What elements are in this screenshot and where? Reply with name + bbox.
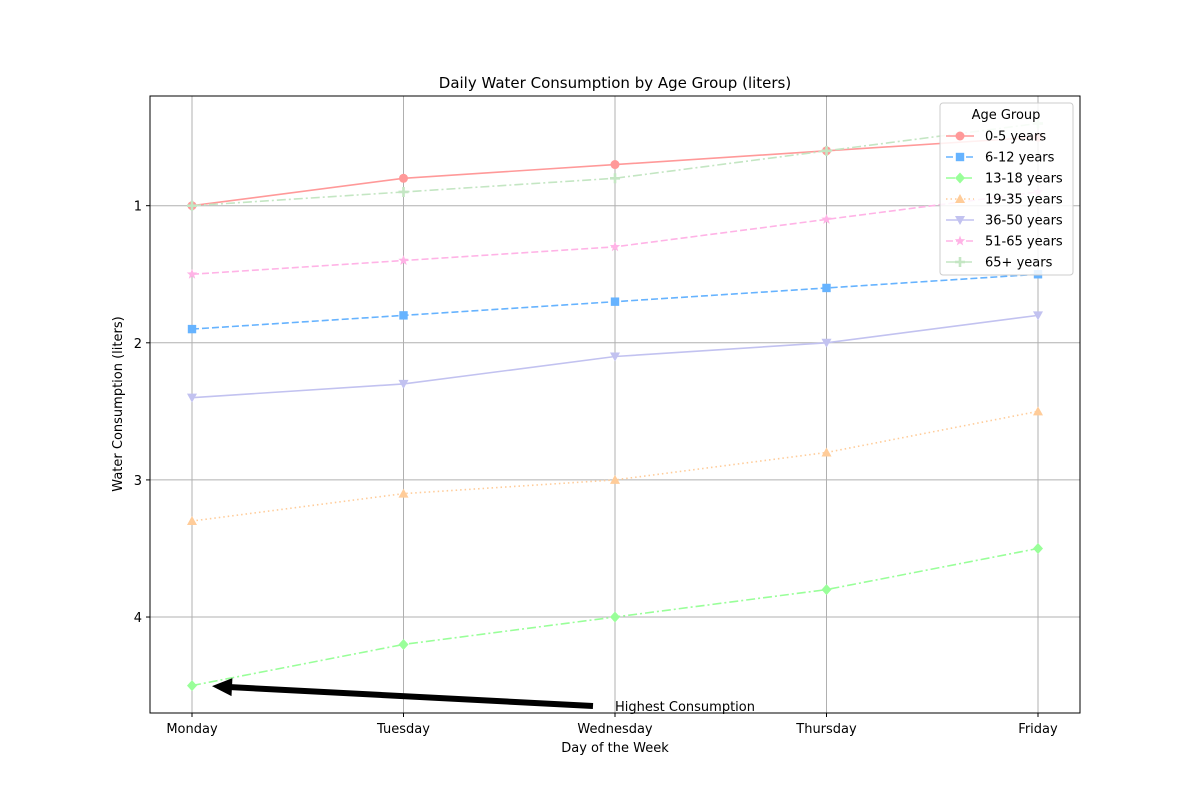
series-13-18-years bbox=[187, 542, 1043, 692]
data-point bbox=[187, 200, 197, 211]
data-point bbox=[610, 173, 620, 184]
data-point bbox=[187, 680, 197, 692]
legend-marker bbox=[955, 172, 965, 184]
y-tick-label: 2 bbox=[134, 337, 142, 352]
data-point bbox=[822, 283, 831, 293]
data-point bbox=[187, 324, 197, 334]
data-point bbox=[610, 160, 620, 170]
legend-label: 65+ years bbox=[985, 256, 1053, 271]
data-point bbox=[821, 145, 832, 156]
y-tick-label: 3 bbox=[134, 474, 142, 489]
chart-title: Daily Water Consumption by Age Group (li… bbox=[439, 74, 791, 92]
y-axis-ticks: 1 2 3 4 bbox=[134, 200, 150, 626]
data-point bbox=[610, 352, 620, 362]
legend-marker bbox=[955, 152, 965, 162]
legend-label: 36-50 years bbox=[985, 214, 1063, 229]
legend-label: 19-35 years bbox=[985, 193, 1063, 208]
annotation-arrow-head bbox=[212, 678, 233, 697]
legend-item: 51-65 years bbox=[946, 235, 1063, 250]
data-point bbox=[398, 186, 409, 197]
legend-items: 0-5 years 6-12 years 13-18 years 19-35 year… bbox=[946, 130, 1063, 271]
legend-item: 13-18 years bbox=[946, 172, 1063, 187]
data-point bbox=[1033, 542, 1043, 554]
x-tick-label: Monday bbox=[166, 722, 218, 737]
data-point bbox=[187, 516, 197, 526]
data-point bbox=[398, 379, 409, 389]
legend-label: 51-65 years bbox=[985, 235, 1063, 250]
data-point bbox=[1033, 406, 1043, 416]
legend-item: 65+ years bbox=[946, 256, 1053, 271]
data-point bbox=[610, 297, 620, 306]
legend-item: 0-5 years bbox=[946, 130, 1046, 145]
data-point bbox=[610, 474, 620, 484]
series-36-50-years bbox=[187, 311, 1043, 403]
series-layer bbox=[186, 118, 1044, 692]
data-point bbox=[399, 311, 408, 320]
annotation-arrow-shaft bbox=[223, 683, 594, 709]
data-point bbox=[1033, 311, 1043, 321]
legend-label: 6-12 years bbox=[985, 151, 1055, 166]
series-19-35-years bbox=[187, 406, 1043, 526]
annotation-layer: Highest Consumption bbox=[212, 678, 755, 715]
data-point bbox=[821, 213, 832, 224]
data-point bbox=[821, 584, 832, 596]
legend-marker bbox=[955, 216, 965, 225]
legend-item: 36-50 years bbox=[946, 214, 1063, 229]
data-point bbox=[398, 638, 409, 650]
data-point bbox=[398, 255, 409, 265]
annotation: Highest Consumption bbox=[212, 678, 755, 715]
x-tick-label: Friday bbox=[1018, 722, 1058, 737]
grid bbox=[150, 96, 1080, 713]
x-tick-label: Tuesday bbox=[376, 722, 430, 737]
legend-marker bbox=[954, 235, 966, 246]
y-tick-label: 4 bbox=[134, 611, 142, 626]
x-axis-ticks: Monday Tuesday Wednesday Thursday Friday bbox=[166, 713, 1058, 737]
annotation-text: Highest Consumption bbox=[615, 700, 755, 715]
data-point bbox=[398, 488, 409, 498]
x-tick-label: Thursday bbox=[795, 722, 857, 737]
data-point bbox=[821, 447, 832, 457]
x-tick-label: Wednesday bbox=[577, 722, 653, 737]
legend-title: Age Group bbox=[972, 108, 1041, 123]
data-point bbox=[821, 338, 832, 348]
legend-label: 13-18 years bbox=[985, 172, 1063, 187]
series-line bbox=[191, 122, 1039, 207]
legend-label: 0-5 years bbox=[985, 130, 1046, 145]
legend-marker bbox=[955, 257, 965, 267]
legend-item: 6-12 years bbox=[946, 151, 1055, 166]
data-point bbox=[399, 173, 408, 183]
legend: Age Group 0-5 years 6-12 years 13-18 years… bbox=[939, 102, 1074, 276]
legend-marker bbox=[955, 131, 965, 141]
data-point bbox=[186, 268, 198, 279]
data-point bbox=[187, 393, 197, 403]
legend-box bbox=[939, 102, 1074, 276]
data-point bbox=[609, 241, 621, 252]
legend-marker bbox=[955, 194, 965, 203]
x-axis-label: Day of the Week bbox=[561, 741, 669, 756]
data-point bbox=[610, 611, 620, 623]
y-tick-label: 1 bbox=[134, 200, 142, 215]
legend-item: 19-35 years bbox=[946, 193, 1063, 208]
y-axis-label: Water Consumption (liters) bbox=[111, 316, 126, 491]
